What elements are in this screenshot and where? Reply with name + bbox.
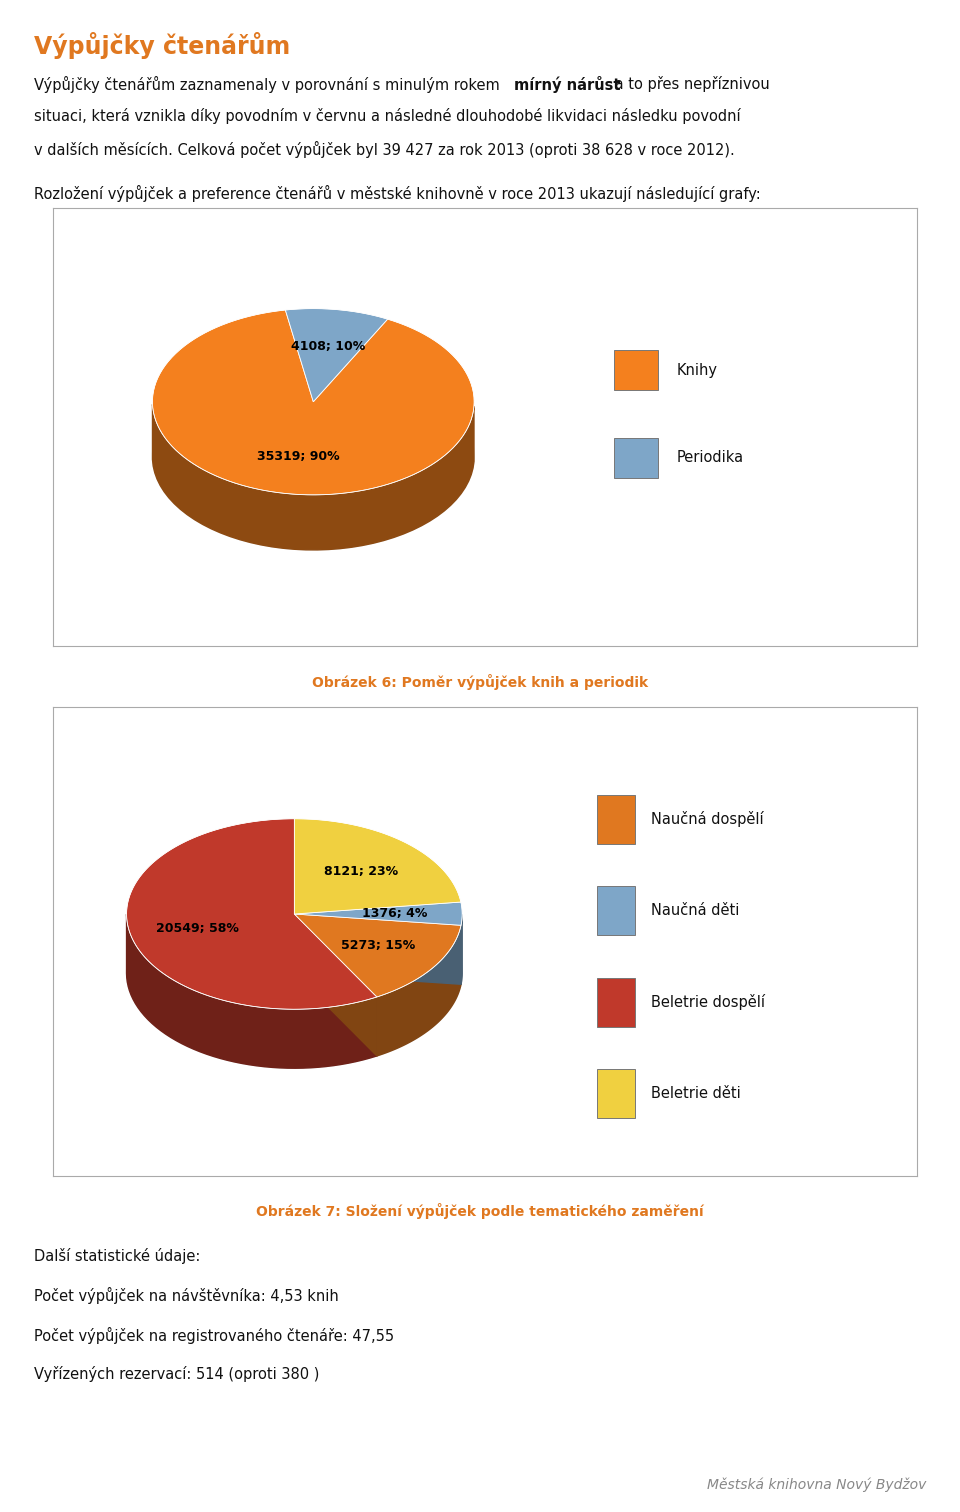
Bar xyxy=(597,795,635,844)
Text: 35319; 90%: 35319; 90% xyxy=(257,451,340,464)
Text: Knihy: Knihy xyxy=(677,363,718,378)
Polygon shape xyxy=(295,913,461,996)
Polygon shape xyxy=(295,913,461,984)
Bar xyxy=(614,351,658,390)
Text: Naučná dospělí: Naučná dospělí xyxy=(651,812,763,827)
Polygon shape xyxy=(295,913,377,1055)
Text: Další statistické údaje:: Další statistické údaje: xyxy=(34,1249,200,1264)
Polygon shape xyxy=(295,913,461,984)
Polygon shape xyxy=(153,310,474,494)
Polygon shape xyxy=(295,820,461,913)
Text: Rozložení výpůjček a preference čtenářů v městské knihovně v roce 2013 ukazují n: Rozložení výpůjček a preference čtenářů … xyxy=(34,186,760,203)
Polygon shape xyxy=(153,364,474,550)
Text: 20549; 58%: 20549; 58% xyxy=(156,922,238,934)
Text: Výpůjčky čtenářům zaznamenaly v porovnání s minulým rokem: Výpůjčky čtenářům zaznamenaly v porovnán… xyxy=(34,76,504,92)
Polygon shape xyxy=(127,820,377,1009)
Text: Obrázek 7: Složení výpůjček podle tematického zaměření: Obrázek 7: Složení výpůjček podle temati… xyxy=(256,1204,704,1219)
Polygon shape xyxy=(377,925,461,1055)
Text: Vyřízených rezervací: 514 (oproti 380 ): Vyřízených rezervací: 514 (oproti 380 ) xyxy=(34,1367,319,1382)
Text: Naučná děti: Naučná děti xyxy=(651,903,739,918)
Bar xyxy=(597,886,635,936)
Bar xyxy=(597,978,635,1027)
Text: Periodika: Periodika xyxy=(677,451,744,466)
Text: 8121; 23%: 8121; 23% xyxy=(324,865,398,877)
Polygon shape xyxy=(285,308,388,402)
Bar xyxy=(597,1069,635,1119)
Text: a to přes nepříznivou: a to přes nepříznivou xyxy=(610,76,769,92)
Polygon shape xyxy=(295,913,377,1055)
Text: Počet výpůjček na návštěvníka: 4,53 knih: Počet výpůjček na návštěvníka: 4,53 knih xyxy=(34,1288,338,1305)
Text: 1376; 4%: 1376; 4% xyxy=(362,907,428,921)
Text: Obrázek 6: Poměr výpůjček knih a periodik: Obrázek 6: Poměr výpůjček knih a periodi… xyxy=(312,674,648,689)
Text: Výpůjčky čtenářům: Výpůjčky čtenářům xyxy=(34,32,290,59)
Polygon shape xyxy=(461,915,462,984)
Text: 5273; 15%: 5273; 15% xyxy=(341,939,416,953)
Text: Beletrie děti: Beletrie děti xyxy=(651,1086,740,1101)
Text: v dalších měsících. Celková počet výpůjček byl 39 427 za rok 2013 (oproti 38 628: v dalších měsících. Celková počet výpůjč… xyxy=(34,141,734,157)
Text: Počet výpůjček na registrovaného čtenáře: 47,55: Počet výpůjček na registrovaného čtenáře… xyxy=(34,1328,394,1344)
Text: Městská knihovna Nový Bydžov: Městská knihovna Nový Bydžov xyxy=(707,1477,926,1492)
Text: Beletrie dospělí: Beletrie dospělí xyxy=(651,995,765,1010)
Text: situaci, která vznikla díky povodním v červnu a následné dlouhodobé likvidaci ná: situaci, která vznikla díky povodním v č… xyxy=(34,109,740,124)
Polygon shape xyxy=(127,915,377,1067)
Polygon shape xyxy=(153,404,474,550)
Text: 4108; 10%: 4108; 10% xyxy=(291,340,365,352)
Text: mírný nárůst: mírný nárůst xyxy=(514,76,620,92)
Bar xyxy=(614,438,658,478)
Polygon shape xyxy=(127,878,462,1067)
Polygon shape xyxy=(295,903,462,925)
